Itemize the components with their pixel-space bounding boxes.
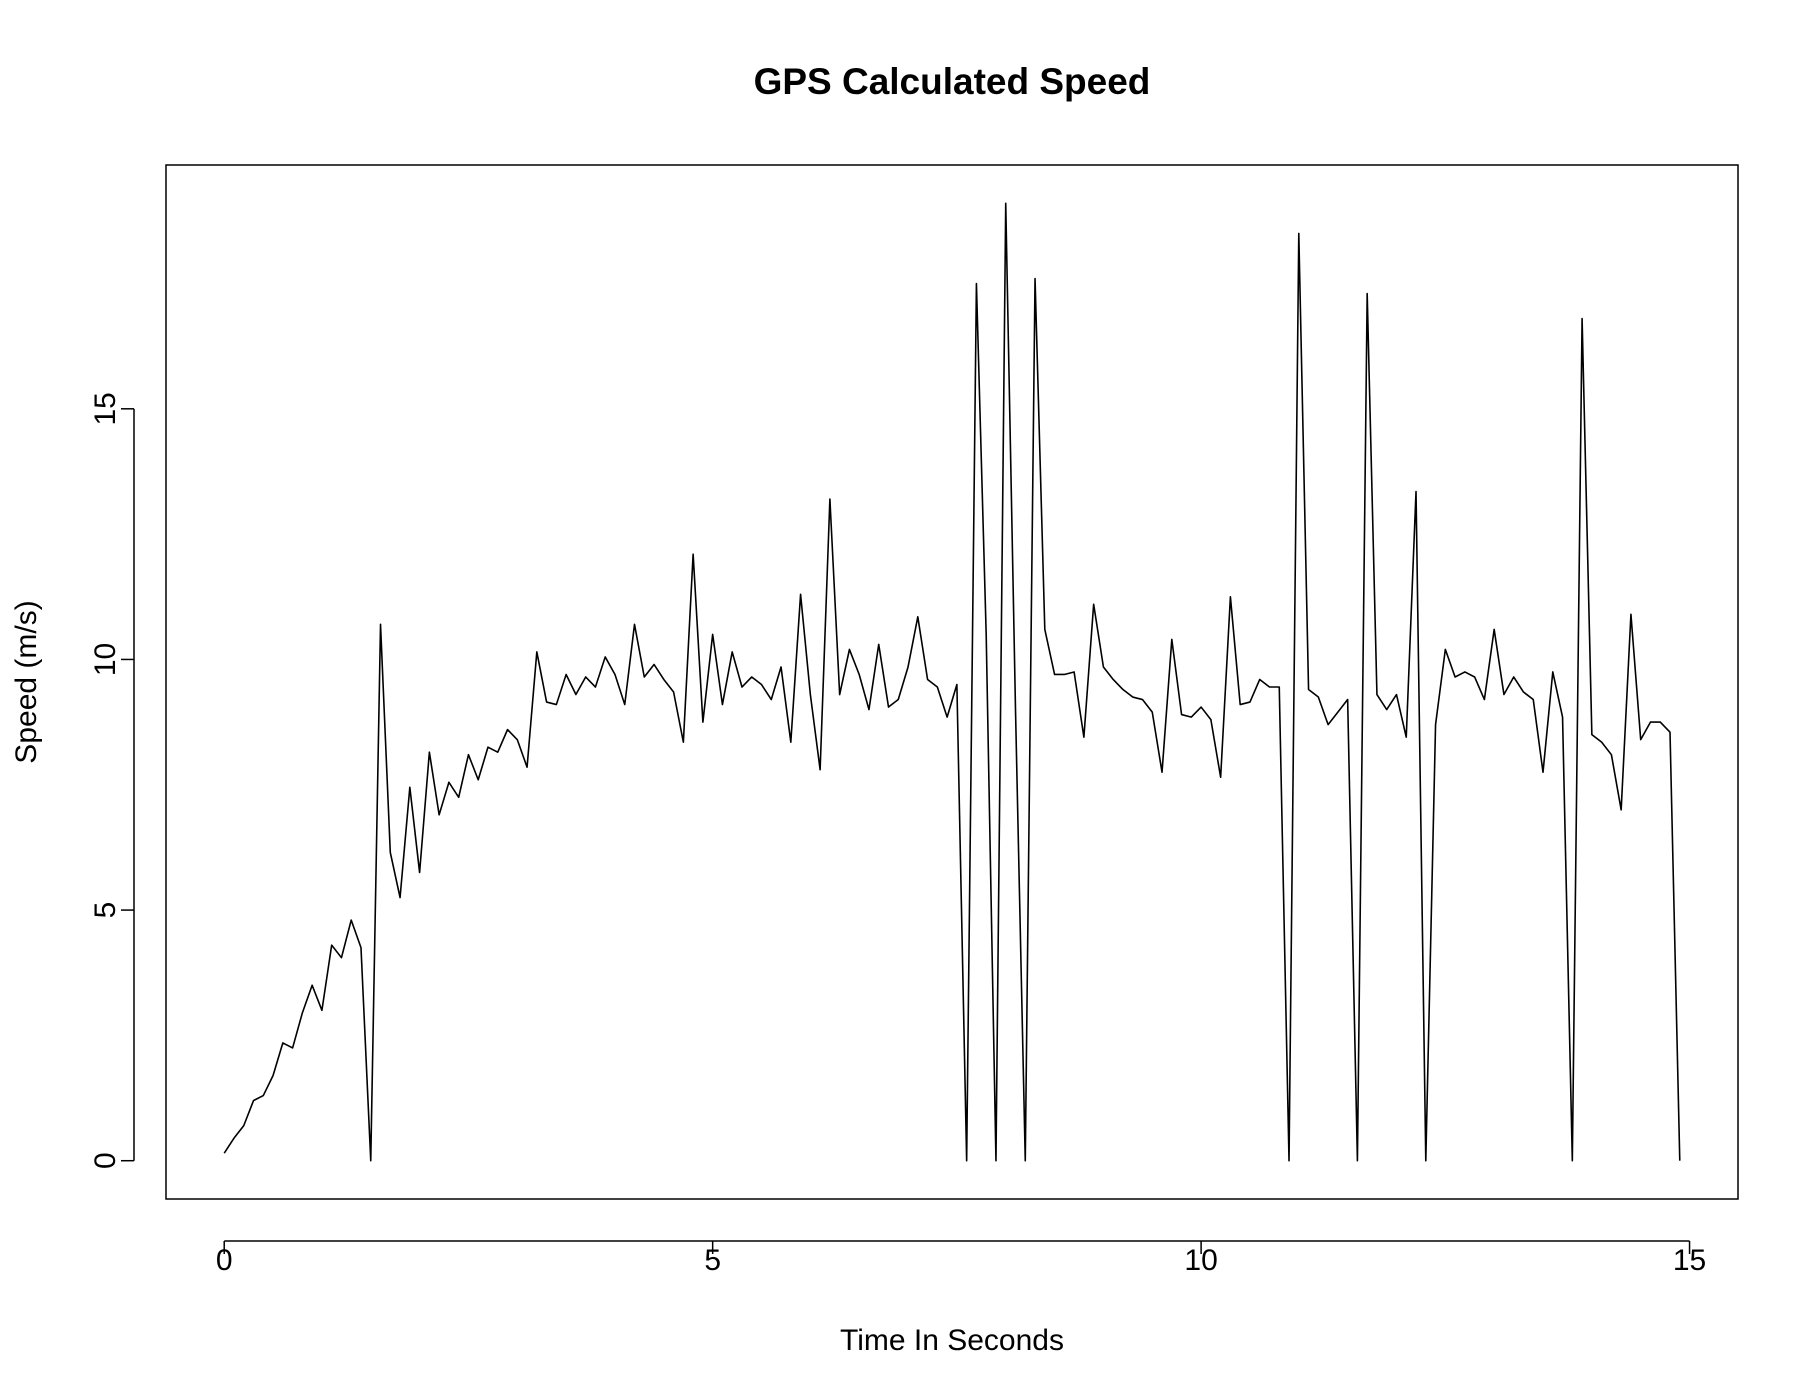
- y-tick-label: 15: [89, 392, 122, 425]
- x-tick-label: 10: [1184, 1244, 1217, 1277]
- chart-title: GPS Calculated Speed: [754, 61, 1151, 102]
- speed-line: [223, 202, 1681, 1162]
- x-tick-label: 5: [704, 1244, 721, 1277]
- y-tick-label: 0: [89, 1152, 122, 1169]
- y-axis-label: Speed (m/s): [10, 600, 43, 763]
- y-tick-label: 5: [89, 902, 122, 919]
- x-tick-label: 0: [216, 1244, 233, 1277]
- y-tick-label: 10: [89, 643, 122, 676]
- plot-frame: [165, 164, 1739, 1200]
- x-tick-label: 15: [1673, 1244, 1706, 1277]
- x-axis-label: Time In Seconds: [840, 1324, 1064, 1357]
